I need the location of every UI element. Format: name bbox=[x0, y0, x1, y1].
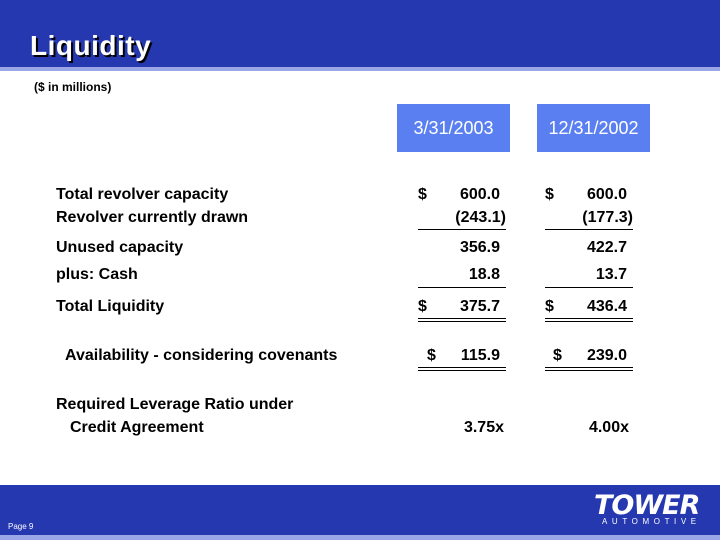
row-label-availability: Availability - considering covenants bbox=[65, 347, 338, 364]
row-label-unused-capacity: Unused capacity bbox=[56, 239, 184, 256]
column-header-2002: 12/31/2002 bbox=[537, 104, 650, 152]
value-number: 4.00x bbox=[588, 419, 629, 436]
total-double-rule bbox=[545, 370, 633, 371]
value-number: 115.9 bbox=[460, 347, 500, 364]
total-double-rule bbox=[545, 367, 633, 368]
header-rule bbox=[0, 67, 720, 71]
value-number: 600.0 bbox=[586, 186, 627, 203]
column-header-2003: 3/31/2003 bbox=[397, 104, 510, 152]
page-number: Page 9 bbox=[8, 522, 34, 531]
total-double-rule bbox=[545, 318, 633, 319]
footer-bar bbox=[0, 485, 720, 535]
dollar-sign: $ bbox=[545, 186, 554, 203]
value-number: 3.75x bbox=[463, 419, 504, 436]
dollar-sign: $ bbox=[545, 298, 554, 315]
row-label-revolver-capacity: Total revolver capacity bbox=[56, 186, 229, 203]
subtotal-rule bbox=[418, 229, 506, 230]
value-number: 600.0 bbox=[459, 186, 500, 203]
dollar-sign: $ bbox=[553, 347, 562, 364]
row-label-cash: plus: Cash bbox=[56, 266, 138, 283]
tower-automotive-logo: TOWER AUTOMOTIVE bbox=[594, 490, 712, 530]
value-number: (177.3) bbox=[582, 209, 633, 226]
value-number: 422.7 bbox=[586, 239, 627, 256]
total-double-rule bbox=[418, 318, 506, 319]
value-number: 13.7 bbox=[595, 266, 627, 283]
total-double-rule bbox=[545, 321, 633, 322]
value-number: 18.8 bbox=[468, 266, 500, 283]
footer-rule bbox=[0, 535, 720, 540]
value-number: 375.7 bbox=[459, 298, 500, 315]
dollar-sign: $ bbox=[418, 186, 427, 203]
page-title: Liquidity bbox=[30, 30, 152, 61]
total-double-rule bbox=[418, 321, 506, 322]
row-label-leverage-line2: Credit Agreement bbox=[70, 419, 204, 436]
dollar-sign: $ bbox=[418, 298, 427, 315]
value-number: (243.1) bbox=[455, 209, 506, 226]
units-note: ($ in millions) bbox=[34, 80, 112, 94]
subtotal-rule bbox=[545, 229, 633, 230]
total-double-rule bbox=[418, 367, 506, 368]
total-double-rule bbox=[418, 370, 506, 371]
row-label-leverage-line1: Required Leverage Ratio under bbox=[56, 396, 294, 413]
subtotal-rule bbox=[545, 287, 633, 288]
value-number: 239.0 bbox=[586, 347, 627, 364]
row-label-total-liquidity: Total Liquidity bbox=[56, 298, 165, 315]
logo-subtext: AUTOMOTIVE bbox=[602, 517, 701, 526]
subtotal-rule bbox=[418, 287, 506, 288]
row-label-revolver-drawn: Revolver currently drawn bbox=[56, 209, 249, 226]
value-number: 356.9 bbox=[459, 239, 500, 256]
value-number: 436.4 bbox=[586, 298, 627, 315]
dollar-sign: $ bbox=[427, 347, 436, 364]
logo-wordmark: TOWER bbox=[594, 490, 700, 521]
header-bar bbox=[0, 0, 720, 67]
